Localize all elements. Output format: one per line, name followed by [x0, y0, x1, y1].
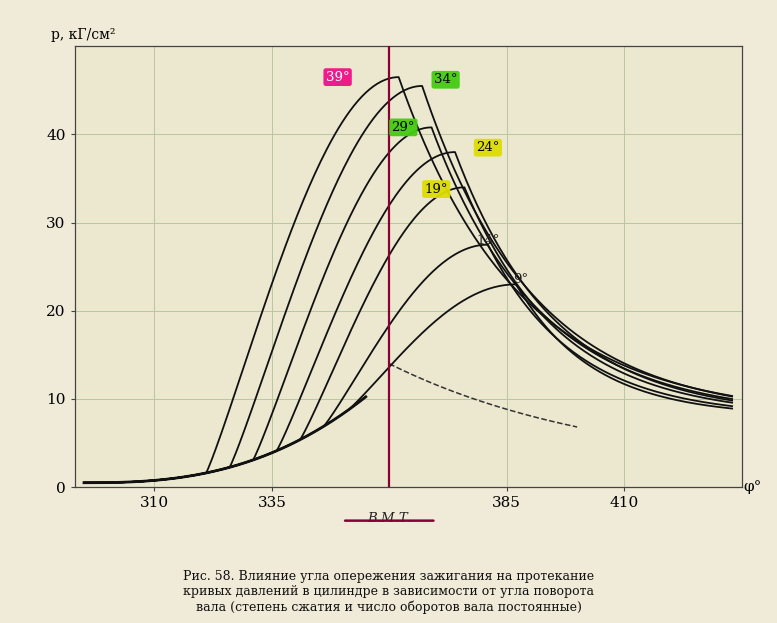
- Text: φ°: φ°: [744, 480, 762, 494]
- Text: р, кГ/см²: р, кГ/см²: [51, 28, 116, 42]
- Text: В.М.Т.: В.М.Т.: [367, 512, 412, 525]
- Text: 24°: 24°: [476, 141, 500, 154]
- Text: 14°: 14°: [476, 234, 500, 247]
- Text: 34°: 34°: [434, 74, 458, 86]
- Text: 9°: 9°: [514, 273, 528, 287]
- Text: 29°: 29°: [392, 121, 415, 134]
- Text: Рис. 58. Влияние угла опережения зажигания на протекание
кривых давлений в цилин: Рис. 58. Влияние угла опережения зажиган…: [183, 570, 594, 614]
- Text: 39°: 39°: [326, 70, 350, 83]
- Text: 19°: 19°: [424, 183, 448, 196]
